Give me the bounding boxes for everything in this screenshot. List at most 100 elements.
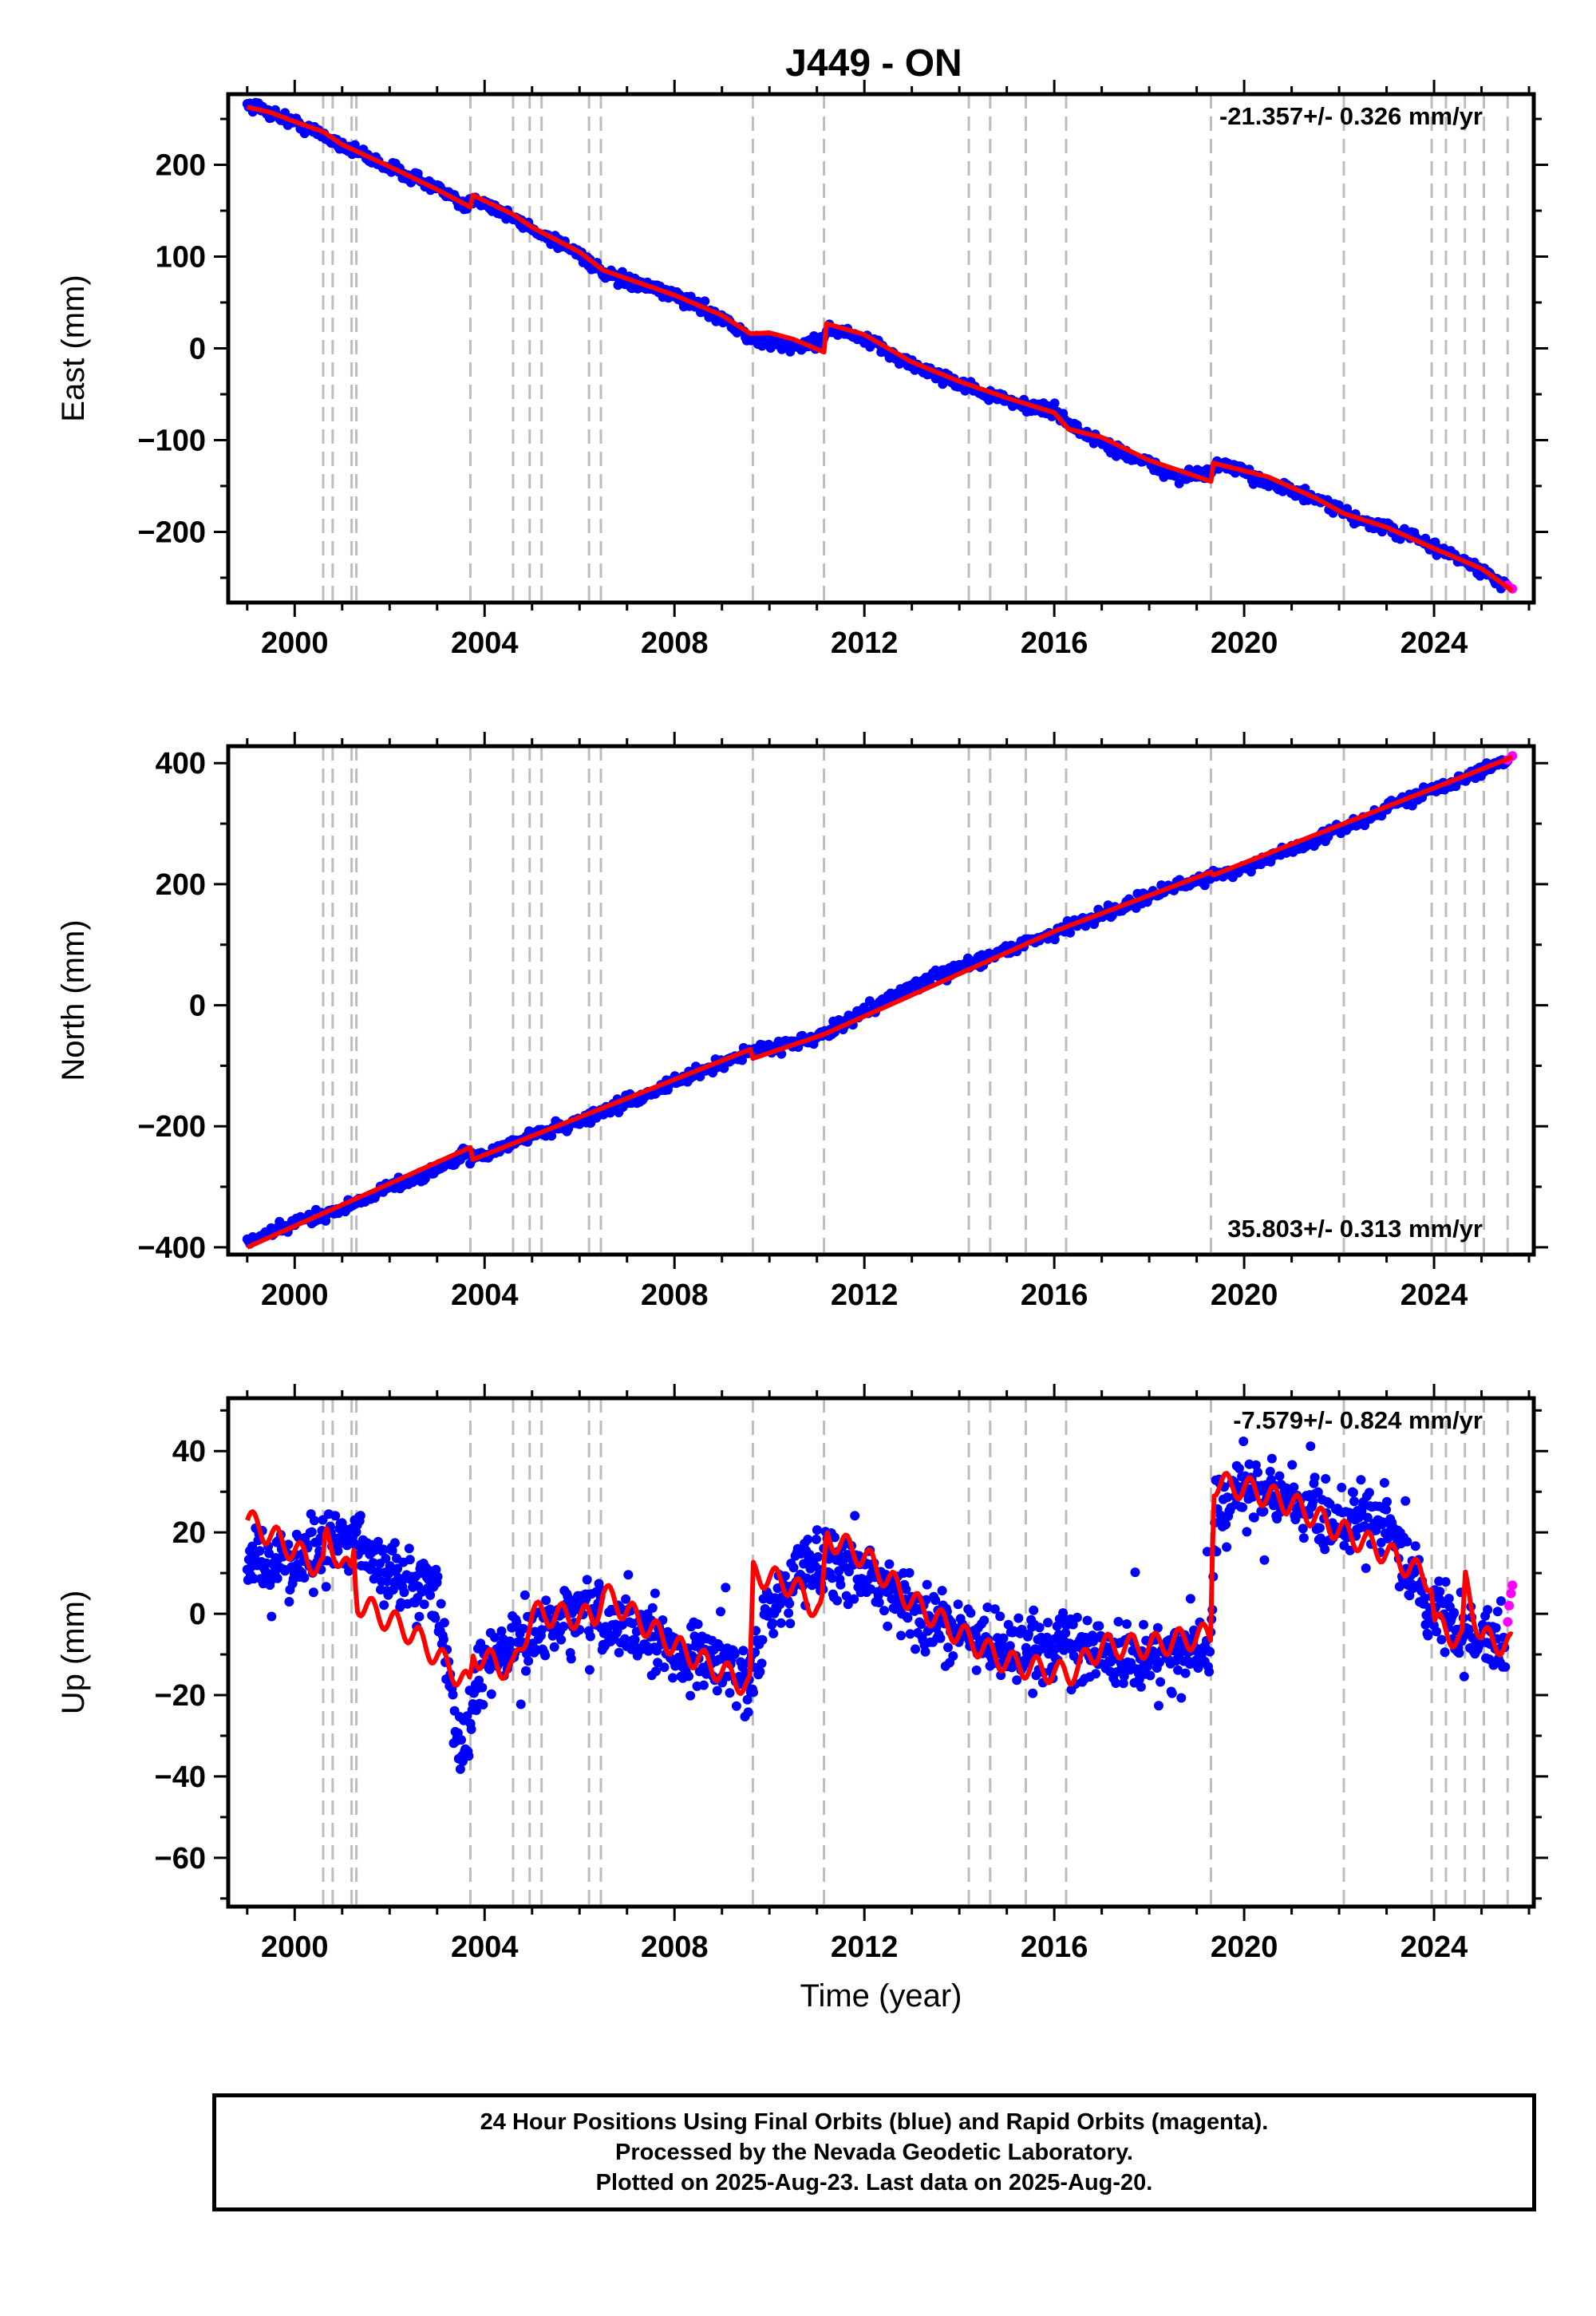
north-y-axis-label: North (mm)	[56, 919, 91, 1081]
final-point	[813, 1551, 823, 1562]
final-point	[425, 1590, 436, 1600]
final-point	[439, 1618, 449, 1628]
final-point	[1155, 1658, 1164, 1667]
footer-caption: 24 Hour Positions Using Final Orbits (bl…	[212, 2093, 1536, 2211]
final-point	[474, 1675, 484, 1686]
final-point	[466, 1724, 476, 1734]
final-point	[1348, 1488, 1358, 1498]
final-point	[849, 1594, 859, 1604]
final-point	[1394, 1582, 1404, 1592]
final-point	[387, 1546, 397, 1555]
final-point	[1361, 1563, 1371, 1573]
final-point	[1221, 1520, 1231, 1530]
final-point	[716, 1607, 725, 1617]
final-point	[1136, 1682, 1146, 1692]
final-point	[905, 1629, 915, 1639]
final-point	[1492, 1607, 1503, 1617]
final-point	[373, 1536, 383, 1547]
final-point	[757, 1634, 768, 1645]
y-tick-label: 100	[156, 241, 206, 275]
final-point	[1298, 1524, 1308, 1534]
final-point	[916, 1619, 926, 1630]
final-point	[414, 1611, 425, 1622]
final-point	[584, 1665, 595, 1675]
x-axis-label: Time (year)	[800, 1978, 962, 2014]
rapid-point	[1506, 1588, 1516, 1599]
final-point	[1381, 1504, 1391, 1515]
final-point	[879, 1606, 889, 1616]
final-point	[318, 1515, 328, 1525]
final-point	[1253, 1467, 1263, 1477]
final-point	[566, 1654, 576, 1664]
final-point	[264, 1548, 275, 1559]
final-point	[1444, 1594, 1454, 1603]
final-point	[1356, 1475, 1366, 1485]
final-point	[884, 1559, 895, 1569]
offset-lines	[322, 746, 1509, 1255]
final-point	[1238, 1437, 1249, 1446]
final-point	[614, 1647, 624, 1658]
final-point	[1061, 1628, 1071, 1638]
final-point	[559, 1622, 569, 1631]
offset-lines	[322, 94, 1509, 603]
final-point	[284, 1597, 294, 1607]
final-point	[388, 1585, 398, 1595]
east-rate-annotation: -21.357+/- 0.326 mm/yr	[1219, 102, 1483, 130]
final-point	[743, 1707, 753, 1717]
final-point	[1265, 1466, 1275, 1476]
final-point	[883, 1621, 893, 1631]
final-point	[1420, 1593, 1430, 1603]
y-tick-label: −400	[137, 1231, 206, 1265]
east-y-axis-label: East (mm)	[56, 275, 91, 421]
final-point	[484, 1664, 495, 1674]
final-point	[1306, 1441, 1316, 1452]
final-point	[549, 1642, 559, 1652]
final-point	[1314, 1523, 1325, 1533]
up-final-points	[242, 1437, 1518, 1774]
final-point	[355, 1511, 365, 1521]
final-point	[1154, 1701, 1163, 1711]
final-point	[1464, 1624, 1475, 1634]
final-point	[948, 1651, 958, 1661]
chart-title: J449 - ON	[785, 42, 962, 85]
x-tick-label: 2000	[261, 626, 329, 660]
final-point	[1082, 1615, 1092, 1626]
final-point	[850, 1511, 860, 1521]
final-point	[1017, 1624, 1027, 1634]
final-point	[812, 1525, 822, 1535]
final-point	[911, 1644, 920, 1654]
final-point	[1377, 1517, 1388, 1528]
rapid-point	[1504, 1600, 1515, 1611]
final-point	[1152, 1622, 1163, 1633]
final-point	[350, 1540, 361, 1551]
y-tick-label: −20	[155, 1679, 206, 1713]
final-point	[650, 1588, 660, 1599]
final-point	[647, 1603, 658, 1613]
final-point	[1250, 1460, 1261, 1470]
final-point	[811, 1534, 821, 1544]
final-point	[1274, 1471, 1285, 1481]
final-point	[1500, 1662, 1511, 1672]
footer-line-2: Processed by the Nevada Geodetic Laborat…	[615, 2140, 1133, 2165]
x-tick-label: 2004	[451, 1931, 519, 1964]
final-point	[267, 1611, 277, 1622]
final-point	[448, 1690, 458, 1700]
final-point	[1371, 1525, 1381, 1535]
final-point	[306, 1527, 317, 1537]
final-point	[505, 1636, 515, 1646]
final-point	[404, 1543, 414, 1554]
final-point	[321, 1582, 331, 1592]
final-point	[518, 1623, 528, 1634]
y-tick-label: 400	[156, 747, 206, 781]
final-point	[1402, 1536, 1412, 1547]
final-point	[1321, 1474, 1331, 1484]
final-point	[1119, 1671, 1129, 1682]
y-tick-label: 200	[156, 149, 206, 183]
x-tick-label: 2004	[451, 626, 519, 660]
final-point	[930, 1595, 941, 1606]
final-point	[299, 1573, 310, 1583]
final-point	[1432, 1626, 1442, 1637]
final-point	[903, 1613, 913, 1623]
x-tick-label: 2000	[261, 1931, 329, 1964]
y-tick-label: −200	[137, 1110, 206, 1144]
